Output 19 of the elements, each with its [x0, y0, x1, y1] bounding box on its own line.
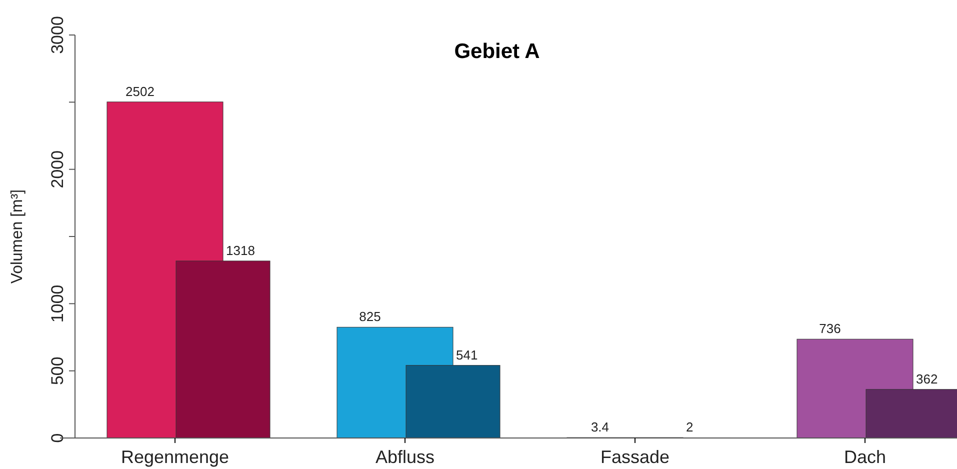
data-label: 825 — [359, 309, 381, 324]
y-tick-label: 2000 — [48, 150, 67, 188]
y-tick-label: 1000 — [48, 284, 67, 323]
y-tick-label: 0 — [48, 433, 67, 443]
chart-title: Gebiet A — [454, 40, 540, 63]
x-tick-label: Regenmenge — [120, 447, 230, 468]
y-tick-label: 500 — [48, 356, 67, 386]
x-tick-label: Dach — [844, 447, 886, 468]
data-label: 1318 — [226, 242, 255, 258]
data-label: 2502 — [126, 84, 154, 99]
x-tick-label: Fassade — [600, 447, 670, 468]
y-axis-title: Volumen [m³] — [9, 189, 26, 284]
y-tick-label: 3000 — [48, 16, 67, 54]
data-label: 541 — [456, 347, 478, 362]
data-label: 3.4 — [590, 420, 610, 435]
data-label: 736 — [819, 321, 841, 336]
data-label: 362 — [916, 371, 938, 386]
x-tick-label: Abfluss — [375, 447, 435, 468]
data-label: 2 — [686, 420, 694, 435]
